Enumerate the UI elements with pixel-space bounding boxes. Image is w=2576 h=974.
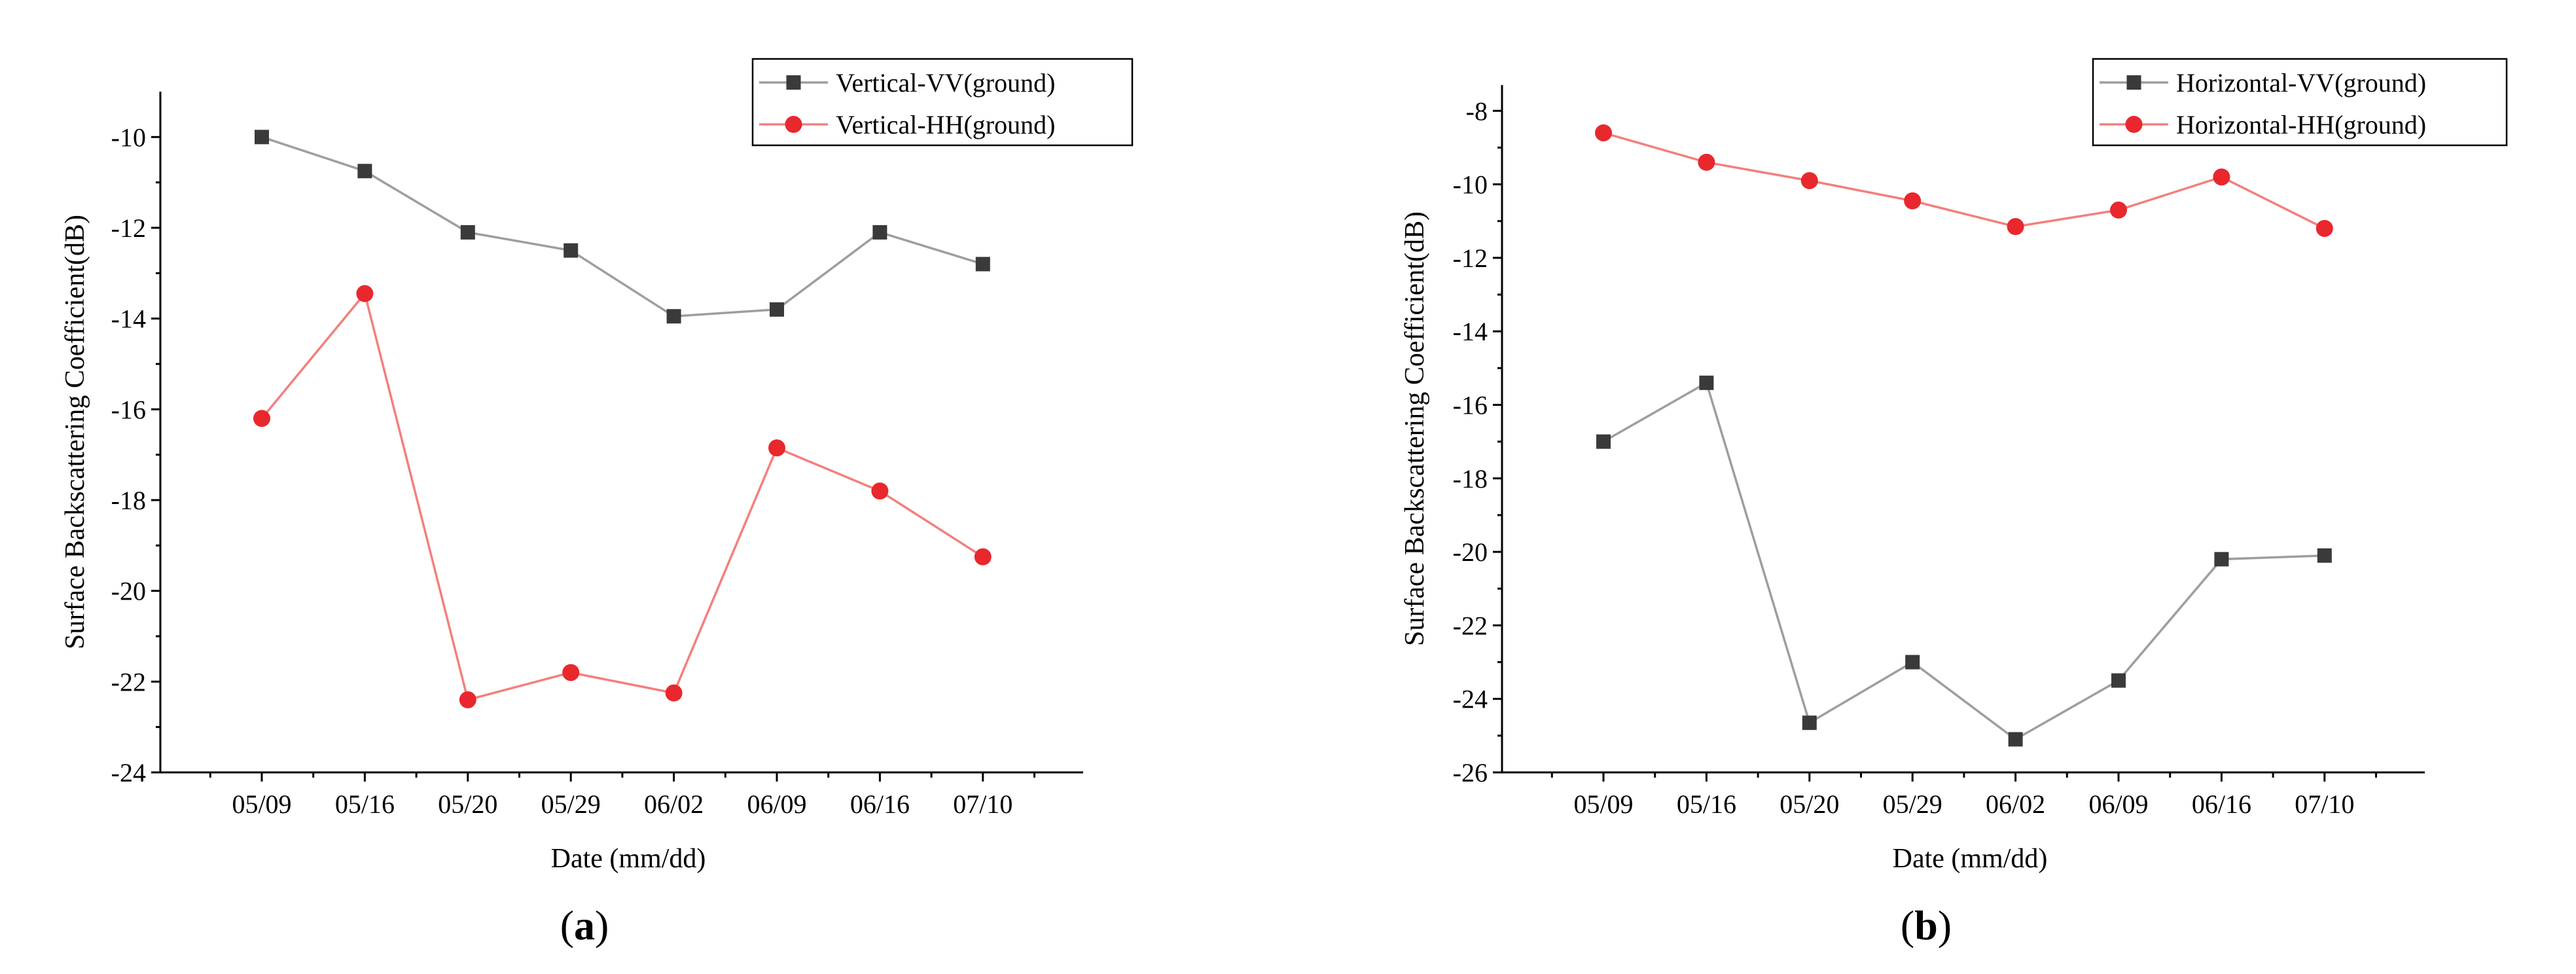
legend-marker-circle <box>785 116 802 133</box>
y-tick-label: -20 <box>111 577 146 606</box>
legend-box <box>751 58 1134 147</box>
data-point-circle <box>253 410 270 427</box>
x-tick-label: 05/16 <box>1677 789 1736 819</box>
chart-panel-b: -26 -24 -22 -20 -18 -16 -14 -12 -10 -8 05/09 05/16 0… <box>1400 58 2508 948</box>
x-tick-label: 05/09 <box>232 789 291 819</box>
data-point-circle <box>2110 201 2127 219</box>
y-tick-label: -12 <box>111 213 146 243</box>
x-tick-label: 06/09 <box>2088 789 2148 819</box>
series-line-horizontal-hh-ground- <box>1603 132 2325 230</box>
data-point-square <box>2317 548 2332 563</box>
data-point-square <box>2111 673 2126 688</box>
data-point-square <box>1699 375 1714 390</box>
panel-label: (b) <box>1901 902 1952 948</box>
legend-box <box>2092 58 2508 147</box>
x-tick-label: 05/09 <box>1573 789 1633 819</box>
data-point-square <box>975 257 990 272</box>
data-point-square <box>2214 552 2229 567</box>
y-tick-label: -24 <box>111 758 146 787</box>
y-tick-label: -26 <box>1453 758 1488 787</box>
x-tick-label: 07/10 <box>953 789 1012 819</box>
legend-marker-circle <box>2125 116 2143 133</box>
x-tick-label: 05/29 <box>1883 789 1942 819</box>
data-point-square <box>255 130 269 145</box>
data-point-circle <box>1800 171 1818 189</box>
x-tick-label: 05/29 <box>541 789 601 819</box>
y-tick-label: -8 <box>1466 96 1488 126</box>
series-line-horizontal-vv-ground- <box>1603 381 2325 741</box>
data-point-circle <box>2316 219 2333 237</box>
series-line-vertical-vv-ground- <box>261 135 984 317</box>
data-point-square <box>1596 434 1611 449</box>
legend-label: Horizontal-VV(ground) <box>2176 68 2426 98</box>
data-point-circle <box>871 482 889 500</box>
panel-letter: b <box>1914 902 1938 948</box>
legend-marker-square <box>2126 75 2141 90</box>
y-tick-label: -16 <box>1453 391 1488 420</box>
data-point-square <box>357 164 372 179</box>
data-point-circle <box>1904 192 1922 209</box>
x-tick-label: 06/02 <box>1986 789 2045 819</box>
chart-panel-a: -24 -22 -20 -18 -16 -14 -12 -10 05/09 05/16 05/20 0… <box>60 58 1134 948</box>
legend-marker-square <box>786 75 801 90</box>
data-point-square <box>1802 715 1817 730</box>
y-tick-label: -22 <box>1453 611 1488 640</box>
x-tick-label: 05/20 <box>1780 789 1839 819</box>
x-axis-title: Date (mm/dd) <box>551 844 706 874</box>
y-tick-label: -24 <box>1453 685 1488 714</box>
x-tick-label: 07/10 <box>2295 789 2354 819</box>
legend-label: Horizontal-HH(ground) <box>2176 110 2426 139</box>
legend-label: Vertical-HH(ground) <box>836 110 1055 139</box>
data-point-square <box>460 225 475 240</box>
data-point-circle <box>1595 124 1612 141</box>
series-line-vertical-hh-ground- <box>260 291 984 702</box>
y-tick-label: -10 <box>1453 170 1488 200</box>
data-point-circle <box>356 285 374 302</box>
y-tick-label: -14 <box>1453 317 1488 346</box>
data-point-circle <box>2007 218 2024 236</box>
x-tick-label: 06/16 <box>2192 789 2251 819</box>
x-tick-label: 05/20 <box>438 789 497 819</box>
data-point-circle <box>2213 168 2230 186</box>
data-point-square <box>666 309 681 324</box>
y-axis-title: Surface Backscattering Coefficient(dB) <box>60 215 90 649</box>
legend: Vertical-VV(ground) Vertical-HH(ground) <box>751 58 1134 147</box>
data-point-circle <box>459 691 476 709</box>
x-tick-label: 05/16 <box>335 789 395 819</box>
legend: Horizontal-VV(ground) Horizontal-HH(groun… <box>2092 58 2508 147</box>
x-axis-title: Date (mm/dd) <box>1893 844 2048 874</box>
data-point-square <box>770 302 784 317</box>
y-tick-label: -12 <box>1453 244 1488 273</box>
y-tick-label: -10 <box>111 122 146 152</box>
y-tick-label: -18 <box>1453 464 1488 494</box>
y-tick-label: -18 <box>111 486 146 515</box>
y-tick-label: -14 <box>111 304 146 334</box>
data-point-circle <box>562 664 580 681</box>
legend-label: Vertical-VV(ground) <box>836 68 1055 98</box>
y-axis-title: Surface Backscattering Coefficient(dB) <box>1400 211 1430 646</box>
data-point-circle <box>1698 153 1715 171</box>
data-point-square <box>872 225 887 240</box>
x-tick-label: 06/16 <box>850 789 910 819</box>
data-point-square <box>1905 655 1920 670</box>
data-point-circle <box>974 548 992 566</box>
y-tick-label: -16 <box>111 395 146 424</box>
panel-letter: a <box>574 902 595 948</box>
y-tick-label: -20 <box>1453 537 1488 567</box>
data-point-square <box>564 243 579 258</box>
x-tick-label: 06/09 <box>747 789 806 819</box>
panel-label: (a) <box>560 902 609 948</box>
data-point-circle <box>665 684 683 702</box>
x-tick-label: 06/02 <box>644 789 704 819</box>
data-point-square <box>2008 732 2023 747</box>
y-tick-label: -22 <box>111 667 146 696</box>
data-point-circle <box>768 439 785 457</box>
